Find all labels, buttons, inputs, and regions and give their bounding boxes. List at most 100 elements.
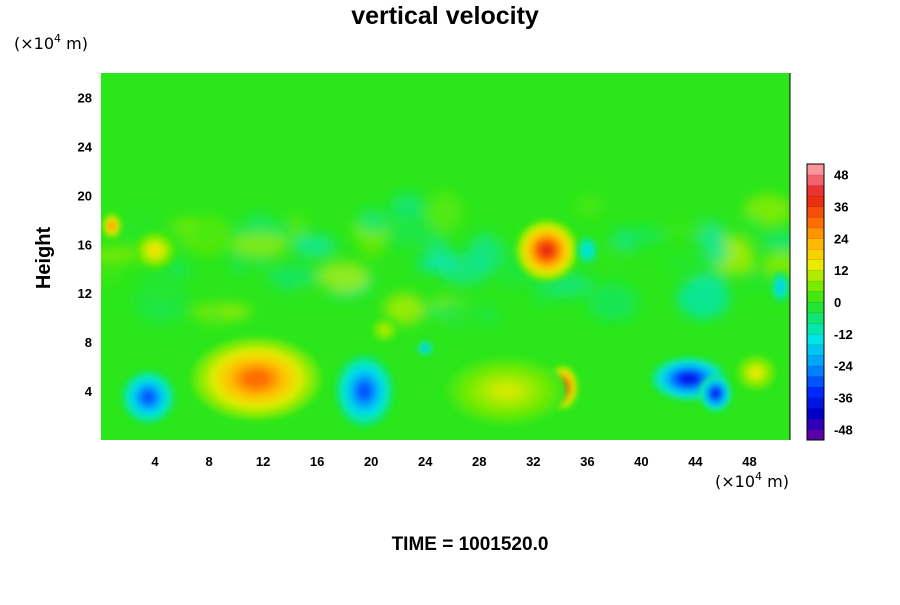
x-axis-ticks: 4 8 12 16 20 24 28 32 36 40 44 48 bbox=[151, 454, 756, 469]
downdraft-cell bbox=[771, 271, 790, 303]
x-tick-label: 48 bbox=[742, 454, 756, 469]
colorbar-tick-label: -48 bbox=[834, 422, 853, 437]
colorbar-band bbox=[806, 291, 825, 303]
field-patch bbox=[139, 261, 185, 303]
field-patch bbox=[461, 298, 485, 325]
colorbar-band bbox=[806, 206, 825, 218]
field-patch bbox=[574, 194, 605, 217]
y-tick-label: 28 bbox=[78, 90, 92, 105]
x-tick-label: 12 bbox=[256, 454, 270, 469]
field-patch bbox=[389, 192, 425, 221]
x-tick-label: 28 bbox=[472, 454, 486, 469]
time-label: TIME = 1001520.0 bbox=[392, 534, 549, 555]
colorbar-band bbox=[806, 248, 825, 261]
x-tick-label: 36 bbox=[580, 454, 594, 469]
x-unit-tail: m) bbox=[762, 472, 789, 491]
updraft-contour bbox=[242, 370, 271, 388]
field-patch bbox=[762, 251, 790, 278]
downdraft-cell bbox=[699, 375, 732, 412]
field-patch bbox=[677, 277, 730, 319]
colorbar-band bbox=[806, 259, 825, 271]
field-patch bbox=[287, 213, 307, 241]
colorbar-tick-label: 36 bbox=[834, 199, 848, 214]
field-patch bbox=[591, 244, 635, 269]
updraft-contour bbox=[150, 246, 160, 255]
x-tick-label: 32 bbox=[526, 454, 540, 469]
colorbar-tick-label: 0 bbox=[834, 295, 841, 310]
y-tick-label: 4 bbox=[85, 384, 93, 399]
y-unit-base: (×10 bbox=[14, 34, 54, 53]
field-patch bbox=[164, 223, 223, 244]
colorbar-tick-label: -36 bbox=[834, 391, 853, 406]
field-patch bbox=[357, 208, 389, 234]
downdraft-contour bbox=[142, 391, 154, 403]
y-unit-tail: m) bbox=[61, 34, 88, 53]
colorbar-band bbox=[806, 185, 825, 197]
colorbar-tick-label: 48 bbox=[834, 168, 848, 183]
colorbar-band bbox=[806, 397, 825, 409]
colorbar-band bbox=[806, 269, 825, 282]
x-tick-label: 16 bbox=[310, 454, 324, 469]
updraft-cell bbox=[134, 232, 176, 269]
x-tick-label: 24 bbox=[418, 454, 433, 469]
downdraft-contour bbox=[712, 389, 720, 398]
field-patch bbox=[705, 238, 729, 265]
field-patch bbox=[720, 257, 756, 273]
field-patch bbox=[426, 192, 463, 233]
y-axis-label: Height bbox=[33, 227, 55, 290]
colorbar: 48 36 24 12 0 -12 -24 -36 -48 bbox=[806, 163, 854, 441]
y-unit-exp: 4 bbox=[54, 32, 61, 45]
field-patch bbox=[443, 297, 468, 330]
field-patch bbox=[384, 293, 425, 325]
colorbar-band bbox=[806, 418, 825, 430]
colorbar-band bbox=[806, 174, 825, 186]
colorbar-frame bbox=[806, 163, 825, 441]
downdraft-cell bbox=[121, 370, 176, 425]
x-tick-label: 40 bbox=[634, 454, 648, 469]
field-patch bbox=[588, 283, 638, 322]
velocity-field bbox=[101, 192, 790, 428]
y-unit-label: (×104 m) bbox=[14, 32, 88, 53]
field-patch bbox=[742, 215, 763, 234]
colorbar-band bbox=[806, 344, 825, 356]
field-patch bbox=[204, 305, 225, 330]
field-patch bbox=[657, 223, 714, 237]
field-patch bbox=[292, 234, 337, 258]
field-patch bbox=[230, 232, 289, 257]
colorbar-tick-label: -12 bbox=[834, 327, 853, 342]
plot-area bbox=[101, 73, 790, 440]
x-tick-label: 44 bbox=[688, 454, 703, 469]
colorbar-band bbox=[806, 354, 825, 367]
updraft-contour bbox=[751, 368, 761, 377]
field-patch bbox=[467, 233, 501, 271]
colorbar-band bbox=[806, 323, 825, 335]
x-tick-label: 20 bbox=[364, 454, 378, 469]
x-unit-base: (×10 bbox=[715, 472, 755, 491]
colorbar-tick-label: 24 bbox=[834, 231, 849, 246]
field-patch bbox=[494, 234, 516, 247]
updraft-contour bbox=[109, 223, 114, 229]
colorbar-band bbox=[806, 386, 825, 399]
downdraft-contour bbox=[680, 374, 697, 384]
y-tick-label: 8 bbox=[85, 335, 92, 350]
colorbar-band bbox=[806, 227, 825, 239]
colorbar-band bbox=[806, 333, 825, 345]
colorbar-band bbox=[806, 195, 825, 207]
colorbar-band bbox=[806, 280, 825, 292]
colorbar-tick-label: 12 bbox=[834, 263, 848, 278]
updraft-cell bbox=[515, 219, 578, 281]
updraft-contour bbox=[493, 383, 520, 399]
downdraft-contour bbox=[778, 283, 783, 291]
colorbar-band bbox=[806, 301, 825, 314]
field-patch bbox=[624, 227, 667, 244]
field-patch bbox=[293, 280, 335, 299]
y-tick-label: 16 bbox=[78, 237, 92, 252]
downdraft-cell bbox=[576, 235, 599, 266]
downdraft-contour bbox=[423, 346, 427, 350]
updraft-cell bbox=[102, 213, 122, 239]
y-tick-label: 24 bbox=[78, 139, 93, 154]
colorbar-band bbox=[806, 312, 825, 324]
field-patch bbox=[664, 255, 693, 275]
y-tick-label: 12 bbox=[78, 286, 92, 301]
